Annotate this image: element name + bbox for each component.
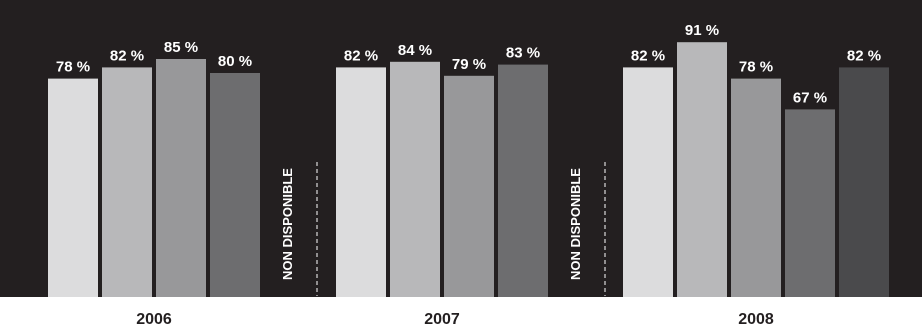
value-label-2006-1: 78 % <box>56 59 90 76</box>
not-available-label-2: NON DISPONIBLE <box>568 168 583 280</box>
bar-2007-4 <box>498 64 548 297</box>
year-label-2006: 2006 <box>136 311 172 328</box>
value-label-2008-4: 67 % <box>793 89 827 106</box>
year-label-2007: 2007 <box>424 311 460 328</box>
bars-layer <box>48 42 889 298</box>
bar-2006-2 <box>102 67 152 298</box>
value-label-2006-3: 85 % <box>164 39 198 56</box>
value-label-2007-4: 83 % <box>506 45 540 62</box>
bar-2008-3 <box>731 78 781 297</box>
not-available-layer: NON DISPONIBLE NON DISPONIBLE <box>280 162 606 296</box>
not-available-label-1: NON DISPONIBLE <box>280 168 295 280</box>
year-label-2008: 2008 <box>738 311 774 328</box>
bar-2008-2 <box>677 42 727 298</box>
value-label-2006-4: 80 % <box>218 53 252 70</box>
value-label-2008-2: 91 % <box>685 22 719 39</box>
value-label-2007-2: 84 % <box>398 42 432 59</box>
bar-2007-1 <box>336 67 386 298</box>
value-labels-layer: 78 % 82 % 85 % 80 % 82 % 84 % 79 % 83 % 82 % 91 %… <box>56 22 881 106</box>
bar-2006-3 <box>156 59 206 297</box>
bar-2008-4 <box>785 109 835 298</box>
bar-2007-2 <box>390 61 440 297</box>
value-label-2008-5: 82 % <box>847 47 881 64</box>
bar-2008-5 <box>839 67 889 298</box>
value-label-2008-3: 78 % <box>739 59 773 76</box>
value-label-2008-1: 82 % <box>631 47 665 64</box>
value-label-2006-2: 82 % <box>110 47 144 64</box>
bar-2006-1 <box>48 78 98 297</box>
bar-2008-1 <box>623 67 673 298</box>
value-label-2007-3: 79 % <box>452 56 486 73</box>
bar-2006-4 <box>210 73 260 297</box>
bar-2007-3 <box>444 75 494 297</box>
year-labels-layer: 2006 2007 2008 <box>136 311 774 328</box>
value-label-2007-1: 82 % <box>344 47 378 64</box>
